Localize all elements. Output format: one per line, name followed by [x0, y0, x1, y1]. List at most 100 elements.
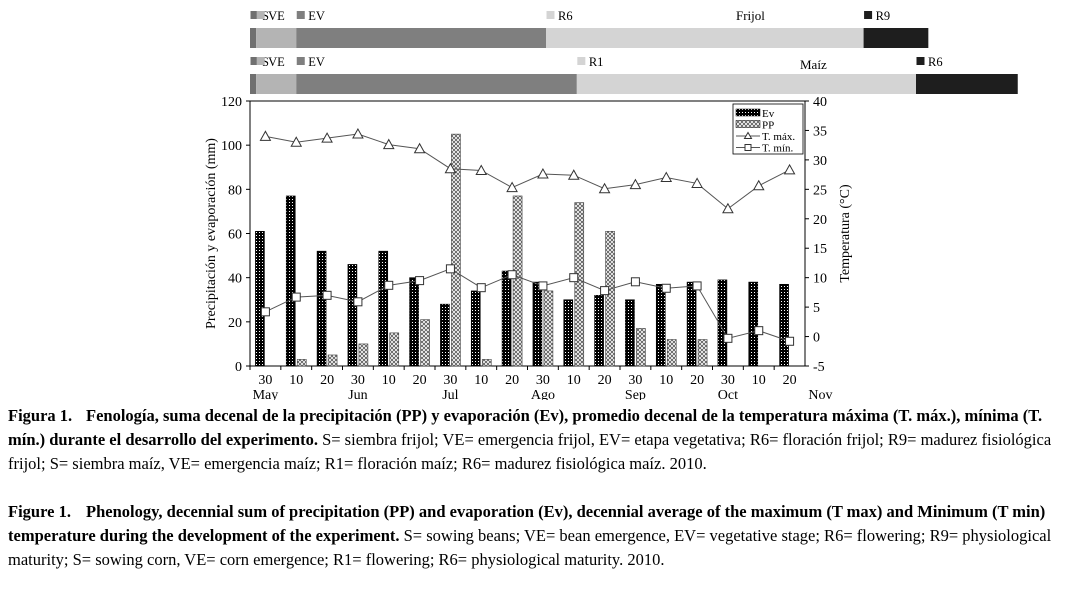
caption-title: Phenology, decennial sum of precipitatio…	[8, 502, 1046, 545]
x-month-label: Jul	[442, 388, 458, 400]
stage-label: VE	[268, 55, 285, 69]
y2-tick-label: 35	[813, 124, 827, 139]
phenology-maíz: S VE EV R1 R6 Maíz	[250, 55, 1018, 94]
stage-label: R6	[928, 55, 943, 69]
x-tick-label: 10	[382, 373, 396, 388]
bar-pp	[605, 230, 615, 367]
point-tmax	[444, 162, 457, 174]
bar-ev	[501, 270, 512, 367]
stage-marker-r9	[864, 11, 873, 19]
point-tmin	[538, 281, 548, 291]
y-tick-label: 60	[228, 228, 242, 243]
point-tmax	[413, 142, 426, 154]
caption-english: Figure 1. Phenology, decennial sum of pre…	[8, 500, 1060, 572]
legend-label: T. máx.	[762, 131, 795, 143]
y-tick-label: 120	[221, 95, 242, 110]
stage-bar-r1	[576, 74, 916, 94]
point-tmax	[629, 178, 642, 190]
x-tick-label: 30	[628, 373, 642, 388]
y2-tick-label: 40	[813, 95, 827, 110]
y2-tick-label: 10	[813, 272, 827, 287]
legend-swatch	[735, 108, 761, 117]
y2-tick-label: 30	[813, 154, 827, 169]
point-tmin	[630, 277, 640, 287]
point-tmin	[661, 283, 671, 293]
point-tmin	[291, 292, 301, 302]
bar-pp	[358, 343, 369, 367]
legend-item: Ev	[735, 108, 775, 120]
point-tmax	[783, 163, 796, 175]
legend-swatch	[735, 120, 761, 128]
point-tmin	[723, 333, 733, 343]
bar-ev	[470, 290, 481, 367]
line-series	[259, 127, 796, 346]
axes: 0 20 40 60 80 100 120 -5 0 5 10 15 20 25 30 35 40 30 10 20 3…	[204, 95, 853, 400]
point-tmax	[660, 171, 673, 183]
x-month-label: Jun	[348, 388, 367, 400]
point-tmin	[507, 270, 517, 280]
bar-pp	[697, 339, 708, 367]
crop-name: Frijol	[736, 8, 765, 23]
bar-pp	[574, 202, 585, 367]
bar-ev	[409, 277, 419, 367]
x-month-label: May	[253, 388, 279, 400]
caption-spanish: Figura 1. Fenología, suma decenal de la p…	[8, 404, 1060, 476]
x-tick-label: 20	[690, 373, 704, 388]
y2-axis-title: Temperatura (°C)	[838, 184, 853, 283]
bar-ev	[316, 250, 327, 367]
y2-tick-label: 25	[813, 183, 827, 198]
point-tmax	[567, 169, 580, 180]
y2-tick-label: 5	[813, 301, 820, 316]
bar-ev	[378, 250, 389, 367]
legend-label: Ev	[762, 108, 775, 120]
bar-ev	[748, 281, 759, 367]
stage-marker-ev	[296, 11, 305, 19]
stage-label: R1	[589, 55, 604, 69]
bar-ev	[717, 279, 728, 367]
y-axis-title: Precipitación y evaporación (mm)	[204, 138, 219, 329]
x-month-label: Nov	[808, 388, 832, 400]
stage-label: VE	[268, 9, 285, 23]
stage-bar-ve	[256, 74, 297, 94]
legend-item: T. máx.	[736, 131, 795, 143]
x-tick-label: 30	[536, 373, 550, 388]
point-tmax	[537, 167, 549, 179]
x-tick-label: 30	[351, 373, 365, 388]
legend-marker	[743, 131, 753, 139]
y-tick-label: 0	[235, 360, 242, 375]
x-tick-label: 20	[598, 373, 612, 388]
stage-marker-s	[250, 57, 259, 65]
point-tmax	[352, 127, 364, 139]
bar-ev	[625, 299, 635, 367]
caption-title: Fenología, suma decenal de la precipitac…	[8, 406, 1043, 449]
caption-text: S= siembra frijol; VE= emergencia frijol…	[8, 430, 1052, 473]
bar-pp	[420, 319, 430, 367]
legend-item: PP	[735, 120, 774, 132]
point-tmax	[321, 132, 333, 143]
bar-ev	[779, 283, 789, 367]
point-tmin	[353, 297, 363, 307]
caption-label: Figura 1.	[8, 406, 73, 425]
point-tmin	[260, 307, 270, 317]
bar-pp	[636, 328, 646, 367]
x-tick-label: 10	[567, 373, 581, 388]
point-tmin	[569, 273, 579, 283]
bar-pp	[451, 133, 461, 367]
x-tick-label: 20	[505, 373, 519, 388]
bar-ev	[563, 299, 574, 367]
point-tmin	[785, 336, 795, 346]
stage-label: R9	[876, 9, 891, 23]
legend-marker	[744, 144, 752, 151]
x-tick-label: 10	[752, 373, 766, 388]
bar-ev	[285, 195, 296, 367]
x-tick-label: 30	[258, 373, 272, 388]
x-tick-label: 10	[289, 373, 303, 388]
stage-marker-r6	[546, 11, 555, 19]
stage-label: S	[262, 55, 269, 69]
bar-ev	[655, 283, 666, 367]
bar-pp	[481, 359, 492, 367]
stage-marker-ve	[256, 57, 265, 65]
point-tmin	[600, 286, 610, 296]
x-month-label: Sep	[625, 388, 646, 400]
